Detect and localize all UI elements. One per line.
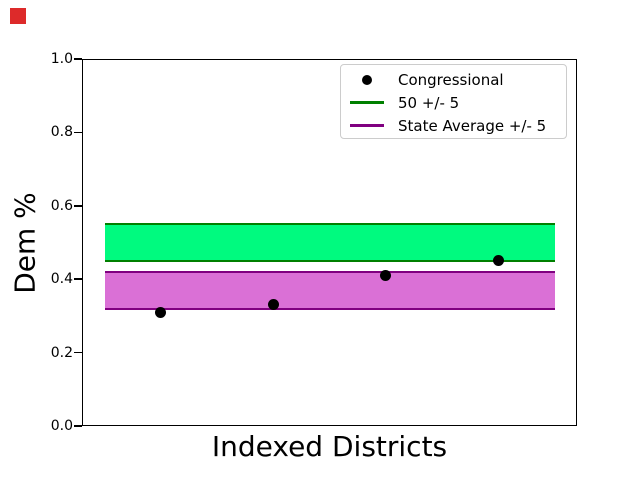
y-tick-mark bbox=[74, 351, 82, 354]
data-point-congressional bbox=[380, 270, 392, 282]
legend-dot-icon bbox=[350, 74, 384, 85]
legend-item-congressional: Congressional bbox=[341, 68, 566, 91]
legend-label: Congressional bbox=[398, 70, 504, 89]
y-tick-label: 0.0 bbox=[50, 418, 73, 434]
y-tick-mark bbox=[74, 58, 82, 60]
data-point-congressional bbox=[267, 299, 279, 311]
y-tick-label: 0.4 bbox=[50, 271, 73, 288]
y-tick-label: 1.0 bbox=[50, 51, 73, 67]
line-marker-icon bbox=[350, 124, 384, 127]
legend-item-state-average-band: State Average +/- 5 bbox=[341, 114, 566, 137]
legend-line-icon bbox=[350, 101, 384, 104]
data-point-congressional bbox=[155, 306, 167, 318]
x-axis-label: Indexed Districts bbox=[211, 430, 448, 463]
legend-label: State Average +/- 5 bbox=[398, 116, 547, 135]
y-tick-label: 0.8 bbox=[50, 124, 73, 141]
y-tick-label: 0.2 bbox=[50, 344, 73, 361]
red-square-marker bbox=[10, 8, 26, 24]
legend: Congressional 50 +/- 5 State Average +/- 5 bbox=[340, 64, 567, 139]
y-tick-mark bbox=[74, 425, 82, 427]
band-fifty-band bbox=[104, 222, 555, 263]
y-tick-mark bbox=[74, 205, 82, 207]
y-tick-label: 0.6 bbox=[50, 197, 73, 214]
legend-item-fifty-band: 50 +/- 5 bbox=[341, 91, 566, 114]
y-tick-mark bbox=[74, 278, 82, 280]
plot-area: Congressional 50 +/- 5 State Average +/- 5 bbox=[82, 59, 577, 426]
data-point-congressional bbox=[492, 255, 504, 267]
y-tick-mark bbox=[74, 131, 82, 134]
line-marker-icon bbox=[350, 101, 384, 104]
legend-line-icon bbox=[350, 124, 384, 127]
dot-marker-icon bbox=[362, 74, 372, 85]
legend-label: 50 +/- 5 bbox=[398, 93, 460, 112]
band-state-average-band bbox=[104, 270, 555, 310]
